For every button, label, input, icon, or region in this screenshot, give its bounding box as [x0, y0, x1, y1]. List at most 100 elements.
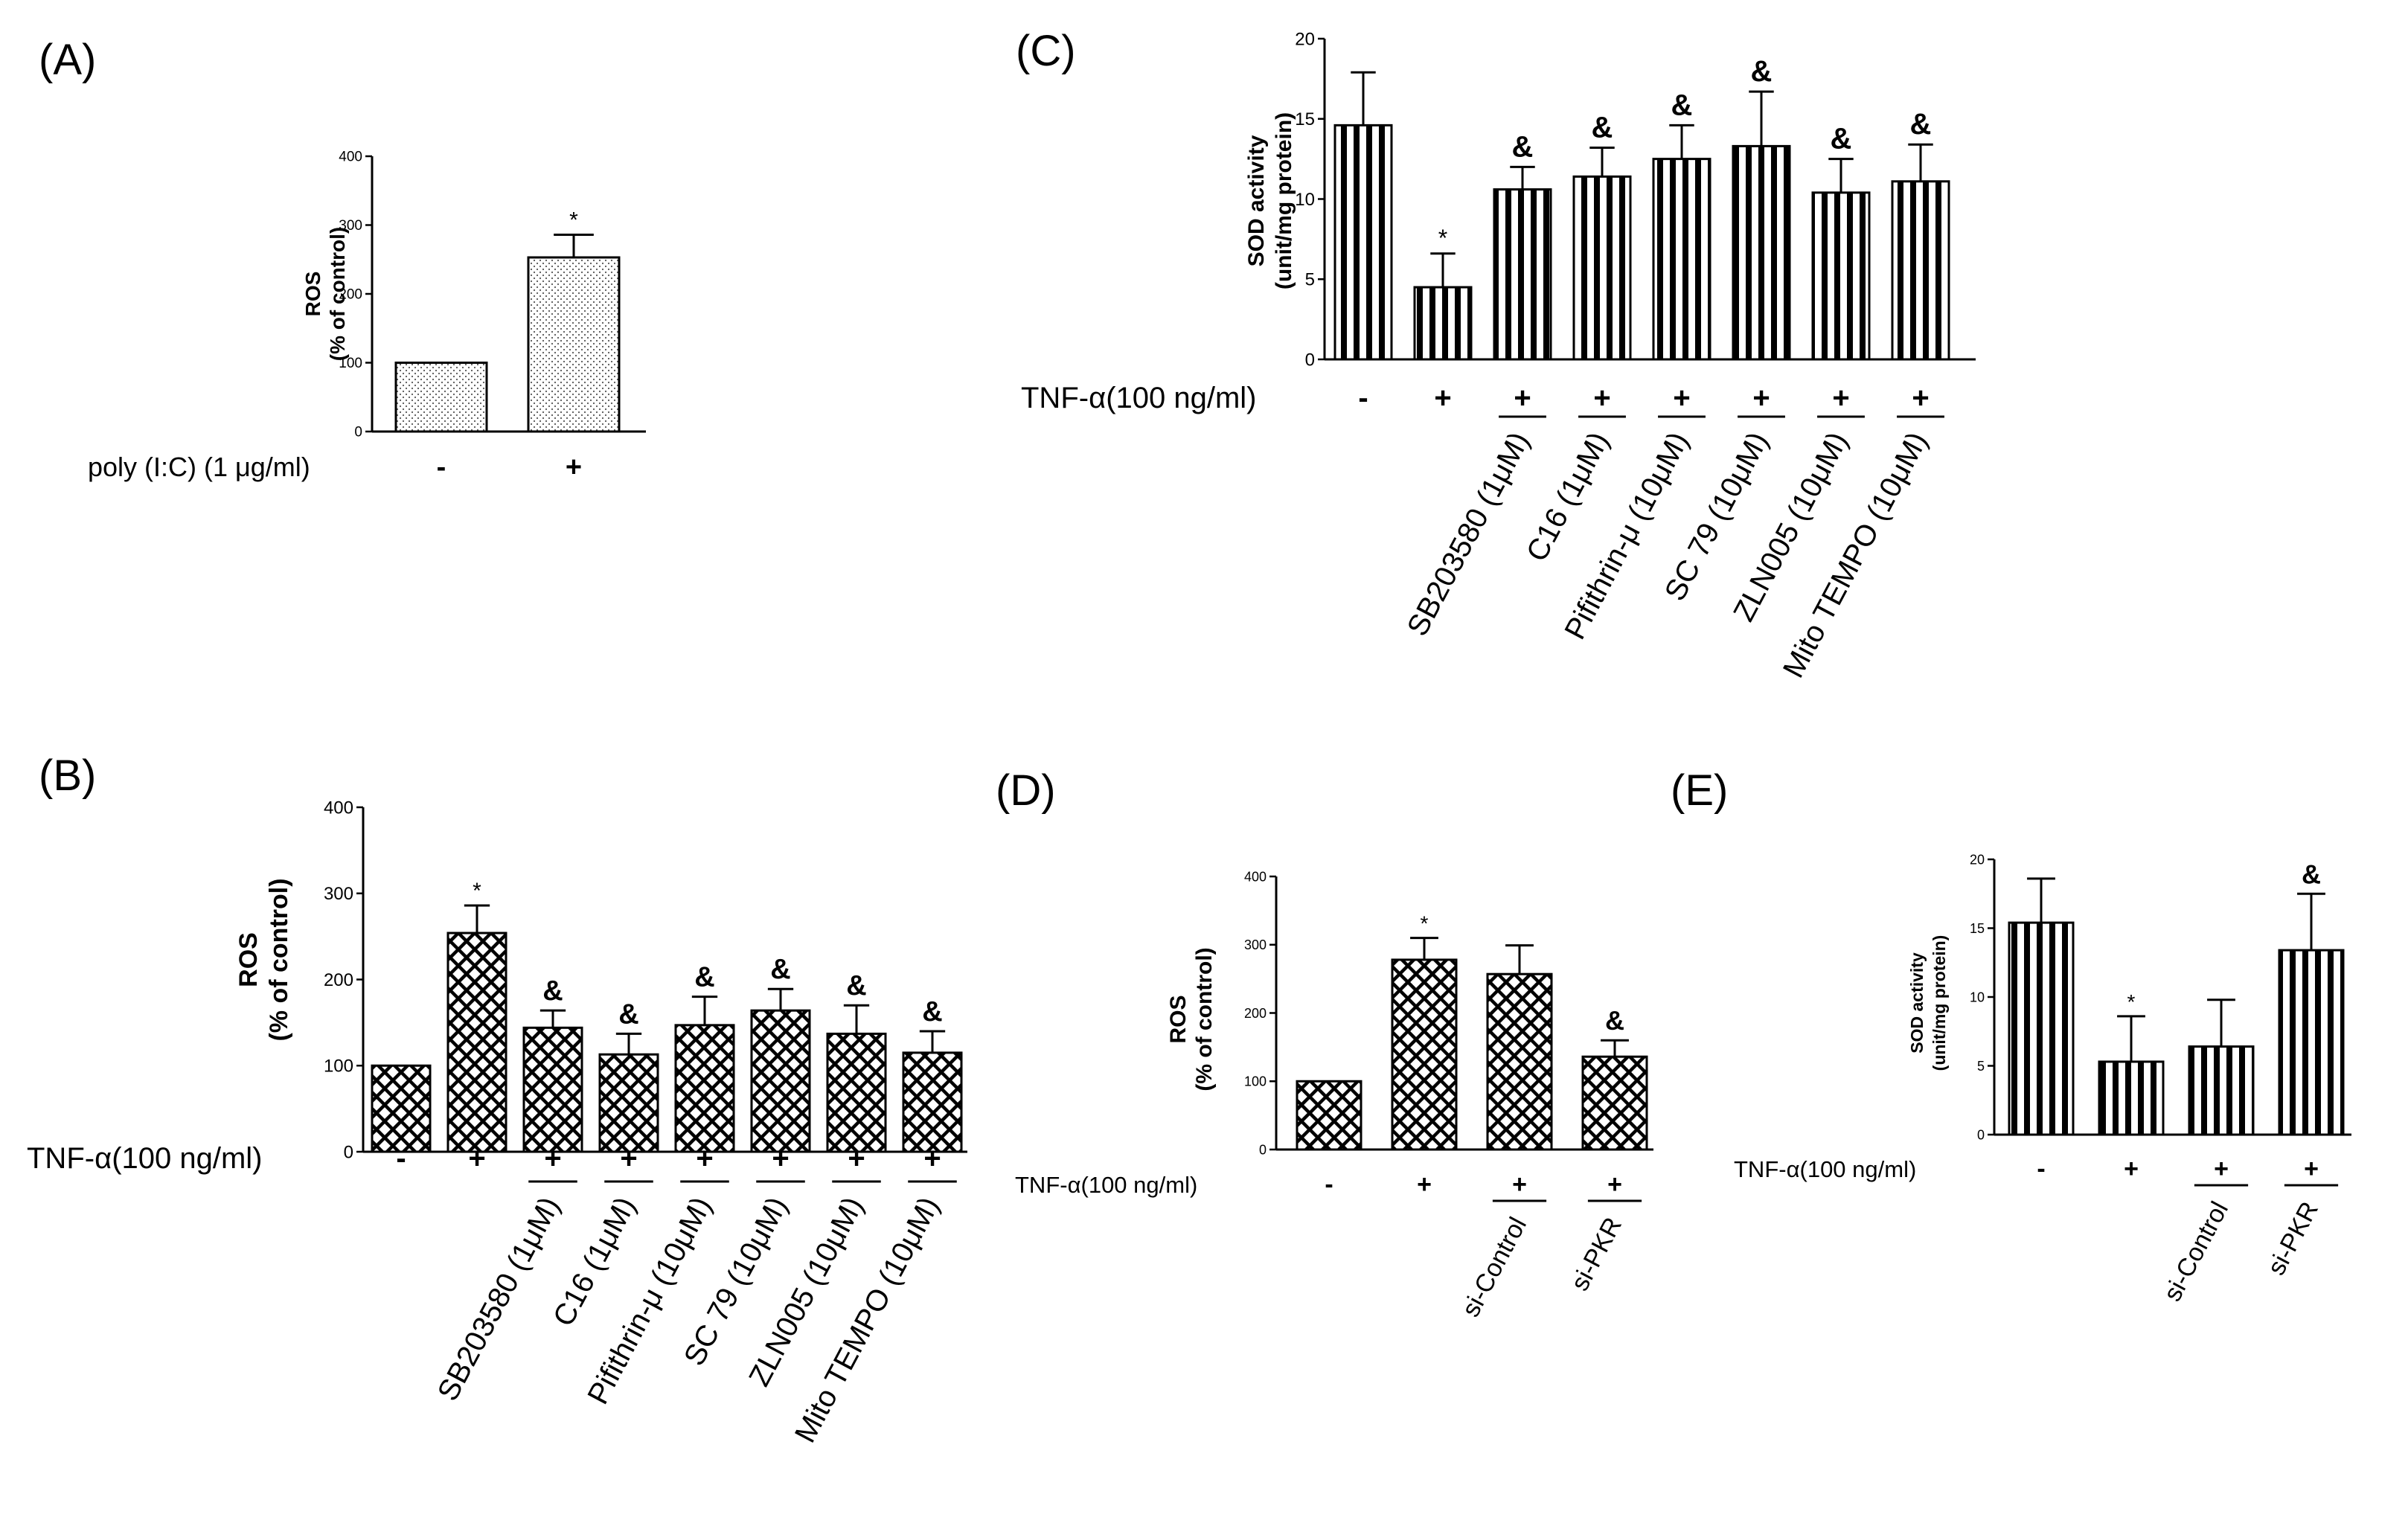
- condition-row: TNF-α(100 ng/ml) - + + + + + + +: [1021, 382, 1930, 414]
- y-axis-label-line1: ROS: [234, 932, 263, 987]
- y-axis-label-line2: (unit/mg protein): [1930, 935, 1949, 1071]
- bar: [1581, 1055, 1648, 1151]
- y-axis-label-line2: (% of control): [326, 227, 349, 361]
- panel-b: (B) ROS (% of control) 0 100 200 300 400 * & &…: [27, 751, 967, 1448]
- significance-mark: *: [1421, 912, 1429, 935]
- condition-row: TNF-α(100 ng/ml) - + + + + + + +: [27, 1142, 941, 1175]
- condition-sign: +: [544, 1142, 561, 1175]
- y-tick-label: 400: [324, 798, 353, 818]
- bar: [522, 1026, 583, 1153]
- y-tick-label: 15: [1295, 109, 1315, 129]
- treatment-labels: si-Control si-PKR: [1456, 1199, 1642, 1321]
- treatment-labels: SB203580 (1μM)C16 (1μM)Pifithrin-μ (10μM…: [1401, 415, 1944, 684]
- bar: [2008, 921, 2075, 1136]
- panel-e: (E) SOD activity (unit/mg protein) 0 5 10 1…: [1671, 766, 2351, 1306]
- y-axis-label-line2: (% of control): [1192, 947, 1217, 1091]
- y-axis-label-line2: (unit/mg protein): [1272, 112, 1296, 289]
- bar: [1652, 158, 1711, 361]
- significance-mark: &: [922, 996, 942, 1028]
- condition-sign: -: [1325, 1170, 1333, 1199]
- significance-mark: &: [1605, 1005, 1624, 1036]
- bar: [902, 1051, 963, 1153]
- y-axis-label-line1: ROS: [1166, 995, 1191, 1043]
- bar: [2098, 1060, 2165, 1136]
- condition-label: TNF-α(100 ng/ml): [1021, 382, 1257, 414]
- bar: [1732, 144, 1791, 361]
- y-axis-label-line2: (% of control): [265, 878, 293, 1041]
- y-tick-label: 300: [324, 884, 353, 904]
- y-tick-label: 10: [1295, 190, 1315, 210]
- condition-sign: -: [396, 1142, 406, 1175]
- treatment-label: Mito TEMPO (10μM): [789, 1192, 946, 1449]
- condition-sign: +: [620, 1142, 637, 1175]
- y-tick-label: 5: [1977, 1059, 1985, 1074]
- bar: [2278, 949, 2345, 1136]
- significance-mark: &: [1910, 108, 1932, 141]
- panel-label: (B): [39, 751, 96, 800]
- condition-sign: -: [2037, 1155, 2045, 1183]
- significance-mark: &: [1671, 89, 1693, 121]
- y-tick-label: 5: [1305, 270, 1315, 290]
- condition-sign: +: [2214, 1155, 2229, 1183]
- condition-sign: +: [1607, 1170, 1622, 1199]
- y-tick-label: 100: [339, 356, 362, 371]
- condition-sign: +: [1417, 1170, 1432, 1199]
- y-tick-label: 0: [344, 1142, 353, 1162]
- y-tick-label: 400: [339, 150, 362, 165]
- bar: [1572, 175, 1632, 361]
- axes: 0 5 10 15 20: [1295, 29, 1976, 370]
- condition-row: poly (I:C) (1 μg/ml) - +: [88, 452, 582, 483]
- significance-mark: *: [569, 208, 578, 232]
- bars: * & & & & & &: [1333, 55, 1950, 361]
- y-tick-label: 15: [1970, 921, 1985, 936]
- bar: [750, 1009, 811, 1153]
- treatment-label: Mito TEMPO (10μM): [1777, 427, 1934, 684]
- panel-c: (C) SOD activity (unit/mg protein) 0 5 10 1…: [1016, 27, 1976, 683]
- significance-mark: &: [846, 970, 866, 1001]
- condition-sign: +: [2124, 1155, 2139, 1183]
- significance-mark: &: [1512, 130, 1534, 163]
- panel-label: (C): [1016, 27, 1076, 75]
- bars: *: [394, 208, 621, 433]
- y-tick-label: 100: [324, 1057, 353, 1077]
- treatment-labels: si-Control si-PKR: [2158, 1184, 2339, 1306]
- condition-label: poly (I:C) (1 μg/ml): [88, 452, 310, 482]
- bars: * & & & & & &: [371, 879, 963, 1153]
- condition-label: TNF-α(100 ng/ml): [1015, 1172, 1197, 1198]
- y-tick-label: 0: [354, 425, 362, 440]
- treatment-label: C16 (1μM): [1520, 427, 1616, 567]
- condition-sign: +: [1673, 382, 1690, 414]
- bar: [826, 1032, 887, 1153]
- bars: *&: [1296, 912, 1648, 1151]
- condition-sign: +: [848, 1142, 865, 1175]
- y-tick-label: 0: [1259, 1142, 1267, 1157]
- condition-sign: +: [772, 1142, 789, 1175]
- condition-sign: +: [923, 1142, 941, 1175]
- bar: [2188, 1045, 2255, 1136]
- y-tick-label: 400: [1244, 869, 1267, 884]
- y-tick-label: 0: [1305, 350, 1315, 370]
- condition-label: TNF-α(100 ng/ml): [1734, 1156, 1916, 1182]
- y-axis-label-line1: SOD activity: [1244, 135, 1269, 266]
- bar: [446, 932, 507, 1153]
- condition-sign: +: [2304, 1155, 2319, 1183]
- panel-label: (E): [1671, 766, 1728, 815]
- bar: [1811, 191, 1871, 361]
- condition-sign: +: [1434, 382, 1451, 414]
- treatment-label: SB203580 (1μM): [1401, 427, 1536, 641]
- treatment-labels: SB203580 (1μM)C16 (1μM)Pifithrin-μ (10μM…: [432, 1180, 957, 1449]
- treatment-label: si-PKR: [2262, 1197, 2324, 1280]
- condition-sign: +: [468, 1142, 485, 1175]
- bar: [1891, 180, 1950, 361]
- condition-sign: +: [1593, 382, 1610, 414]
- condition-sign: +: [1912, 382, 1929, 414]
- significance-mark: &: [618, 998, 638, 1030]
- condition-row: TNF-α(100 ng/ml) - + + +: [1734, 1155, 2319, 1183]
- significance-mark: &: [2302, 859, 2321, 889]
- treatment-label: si-PKR: [1566, 1213, 1627, 1295]
- condition-sign: -: [437, 452, 446, 483]
- bar: [527, 256, 621, 433]
- y-tick-label: 200: [339, 287, 362, 303]
